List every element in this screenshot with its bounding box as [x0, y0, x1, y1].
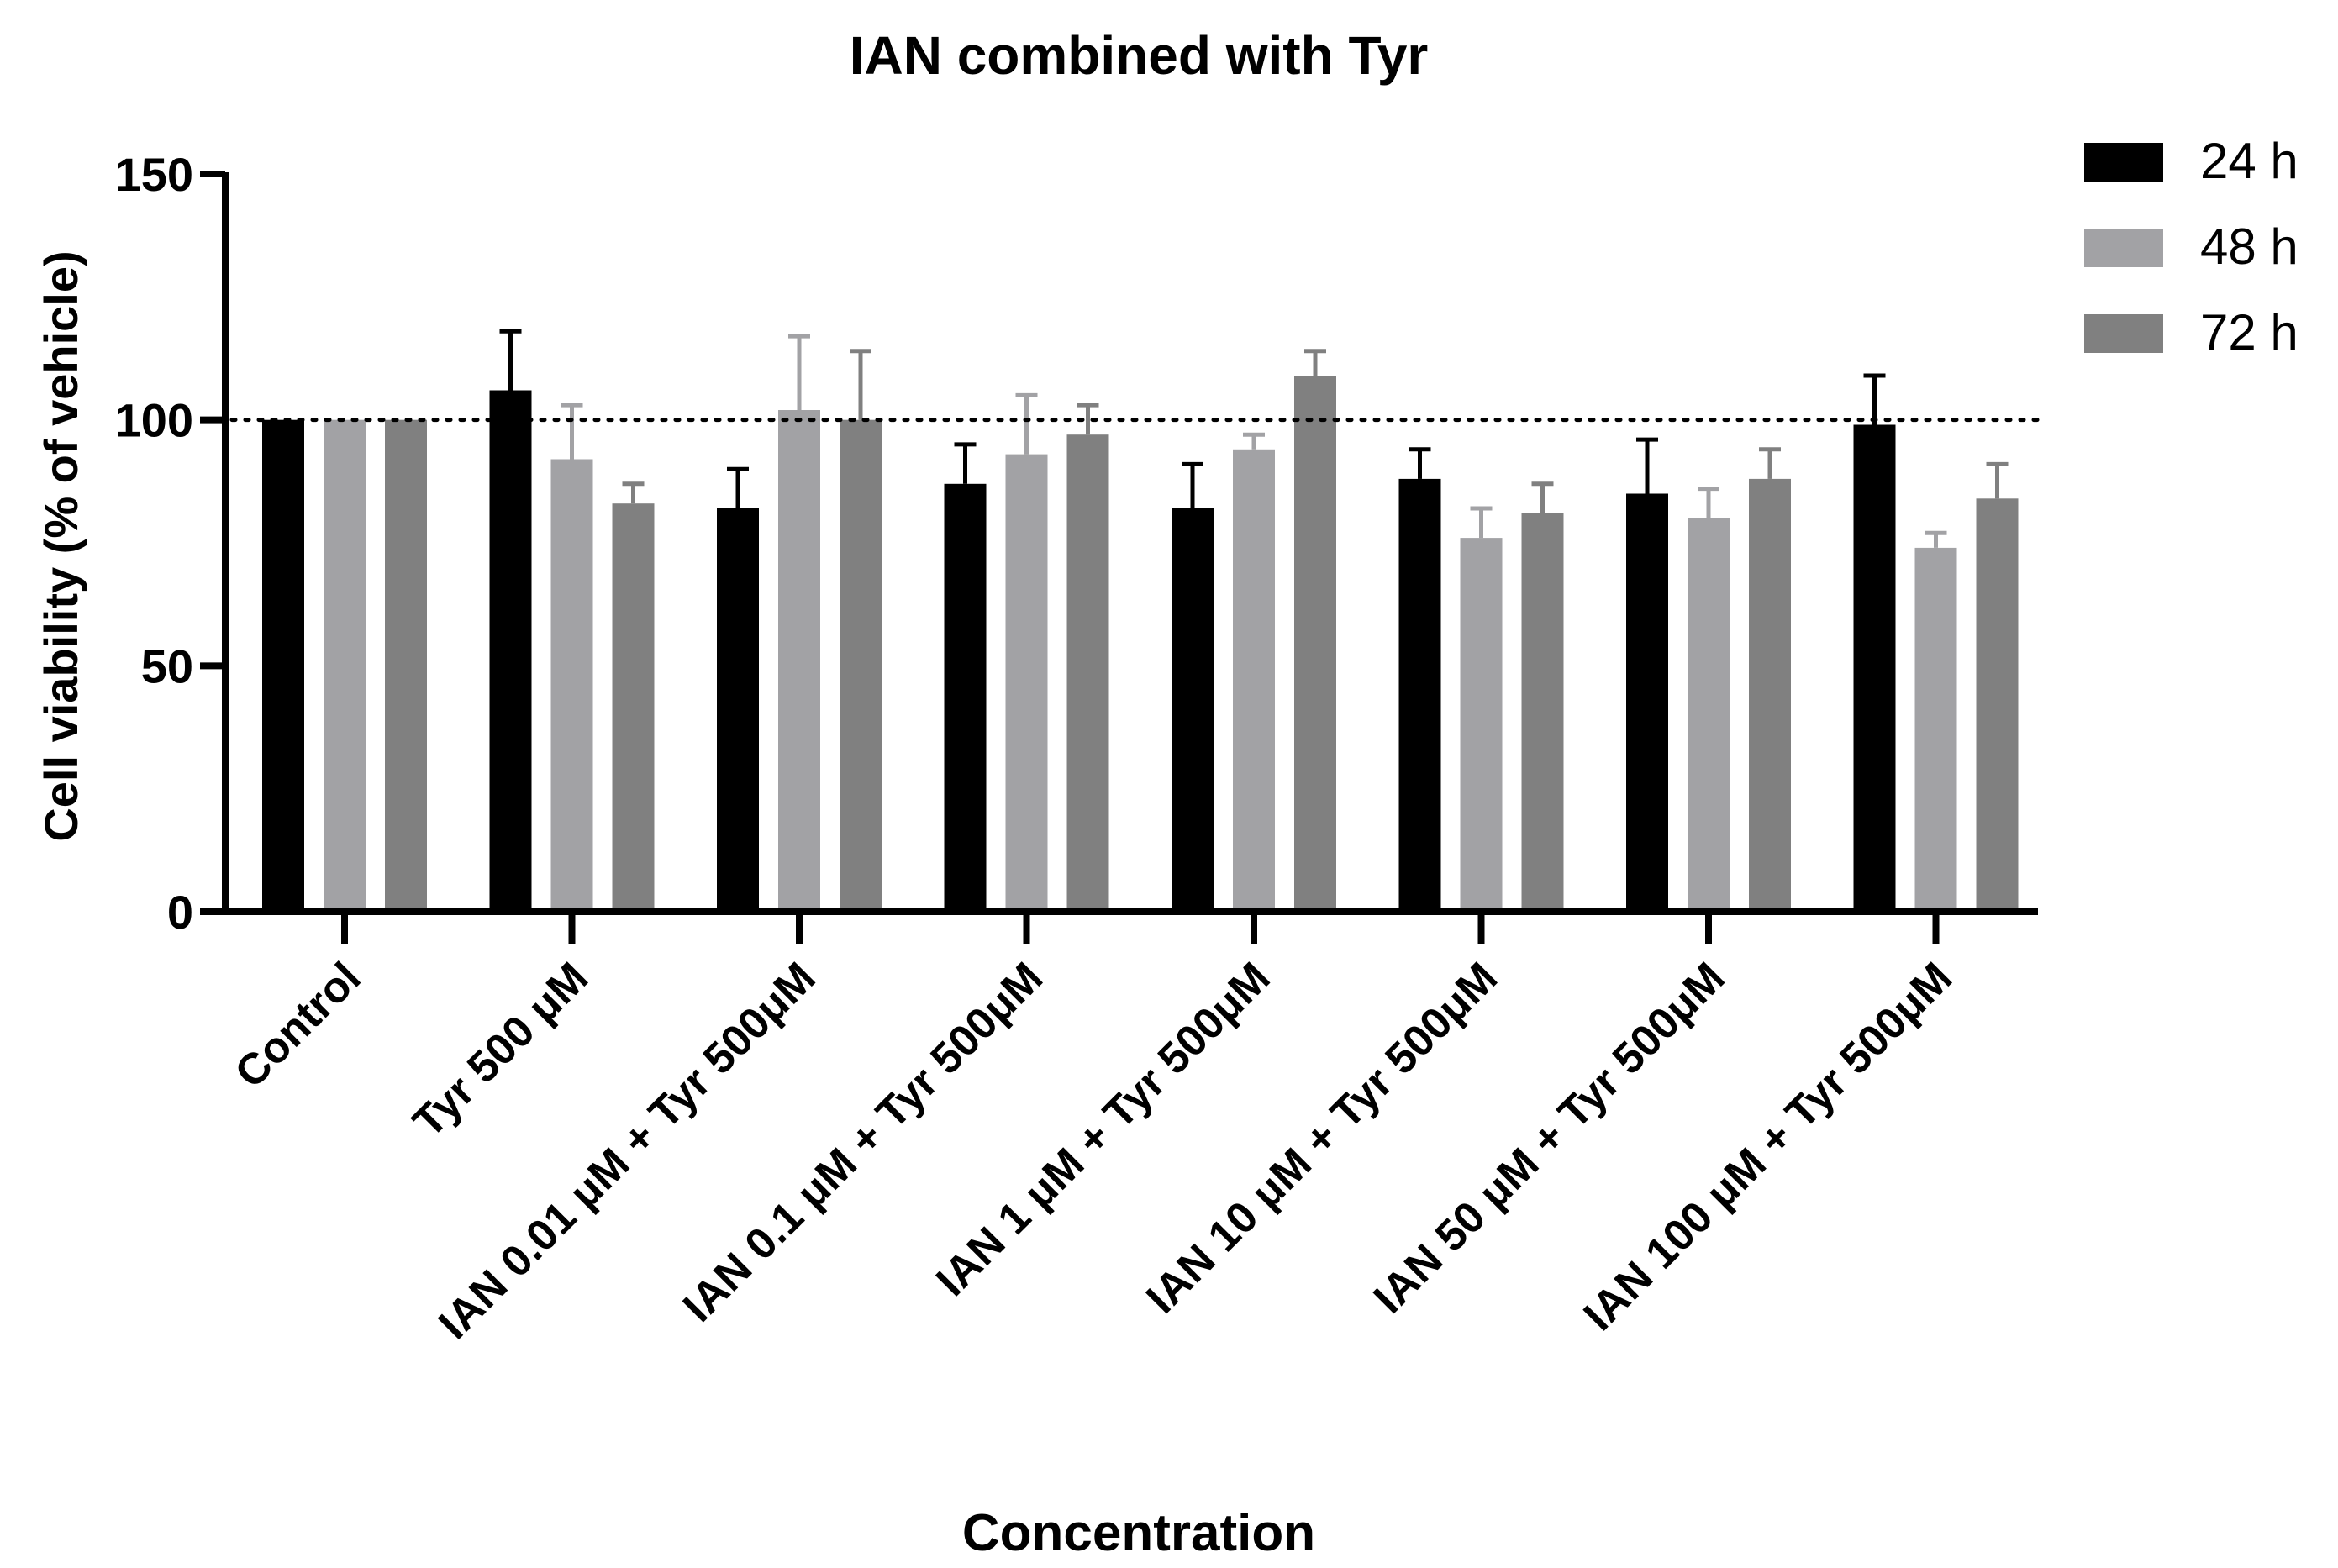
x-tick-label: Control — [226, 953, 371, 1097]
bar — [1521, 513, 1564, 912]
bar — [489, 390, 532, 912]
bar — [944, 483, 987, 912]
bar — [1688, 518, 1730, 912]
x-tick-label: Tyr 500 μM — [404, 953, 598, 1146]
x-tick-label: IAN 100 μM + Tyr 500μM — [1575, 953, 1961, 1339]
y-tick-label: 50 — [141, 639, 193, 692]
bar — [1626, 493, 1668, 912]
chart-title: IAN combined with Tyr — [850, 25, 1429, 86]
legend-swatch — [2084, 314, 2163, 353]
bar — [1976, 498, 2019, 912]
bar — [1066, 434, 1109, 912]
y-axis-label: Cell viability (% of vehicle) — [34, 250, 87, 841]
bar — [385, 419, 427, 912]
bar — [1460, 538, 1503, 912]
bar — [1005, 454, 1048, 912]
y-tick-label: 150 — [115, 148, 193, 201]
legend-swatch — [2084, 143, 2163, 182]
legend-label: 48 h — [2200, 218, 2299, 275]
bar — [1749, 478, 1791, 912]
legend: 24 h 48 h 72 h — [2084, 133, 2299, 360]
bar — [550, 459, 593, 912]
x-tick-label: IAN 0.1 μM + Tyr 500μM — [674, 953, 1052, 1331]
legend-label: 24 h — [2200, 133, 2299, 189]
bar — [1172, 508, 1214, 912]
bar — [778, 410, 820, 912]
bar — [612, 503, 655, 912]
y-tick-label: 100 — [115, 394, 193, 447]
bar — [1853, 424, 1896, 912]
bar — [1398, 478, 1441, 912]
bar — [1914, 547, 1957, 912]
bar — [717, 508, 759, 912]
bar — [840, 419, 882, 912]
legend-label: 72 h — [2200, 304, 2299, 360]
x-axis-label: Concentration — [962, 1504, 1315, 1562]
bar — [262, 419, 304, 912]
bar — [1294, 376, 1336, 912]
legend-swatch — [2084, 229, 2163, 267]
x-tick-label: IAN 0.01 μM + Tyr 500μM — [429, 953, 825, 1349]
bar — [1233, 449, 1275, 912]
bar — [324, 419, 366, 912]
y-tick-label: 0 — [167, 886, 193, 939]
